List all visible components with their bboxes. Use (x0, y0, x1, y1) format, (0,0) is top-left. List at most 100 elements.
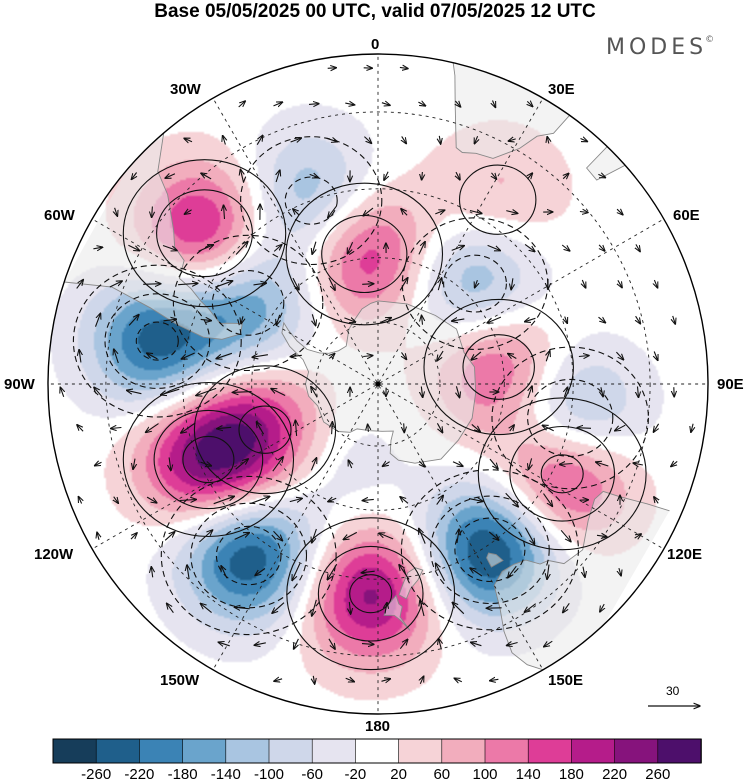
colorbar-swatch (527, 738, 573, 764)
wind-vector (130, 533, 137, 540)
wind-vector (439, 639, 442, 650)
contour-line (458, 164, 537, 235)
lon-label-30e: 30E (548, 81, 575, 98)
wind-vector (399, 639, 407, 650)
wind-vector (179, 500, 197, 501)
wind-vector (560, 529, 571, 541)
wind-vector (402, 136, 407, 143)
wind-vector (273, 530, 283, 540)
wind-vector (508, 139, 516, 141)
wind-vector (471, 642, 482, 645)
wind-vector (691, 423, 693, 433)
wind-vector (95, 462, 102, 465)
wind-vector (456, 386, 459, 397)
wind-vector (468, 499, 483, 502)
wind-vector (345, 678, 355, 681)
wind-vector (184, 210, 192, 214)
wind-vector (312, 599, 317, 616)
wind-vector (254, 643, 266, 645)
wind-vector (633, 463, 644, 465)
colorbar-tick-label: 140 (515, 766, 541, 783)
wind-vector (146, 496, 157, 503)
wind-vector (362, 284, 374, 285)
wind-vector (474, 135, 477, 144)
map-boundary (47, 53, 709, 715)
wind-vector (654, 497, 658, 504)
wind-vector (528, 386, 532, 399)
colorbar-swatch (614, 738, 659, 764)
meridian-line (212, 385, 378, 671)
lon-label-120e: 120E (667, 546, 703, 563)
wind-vector (361, 571, 375, 573)
wind-vector (399, 278, 408, 291)
wind-vector (401, 209, 408, 216)
colorbar-swatch (311, 738, 357, 764)
wind-vector (436, 563, 445, 582)
wind-vector (524, 243, 535, 251)
wind-vector (255, 568, 266, 576)
wind-vector (508, 354, 517, 359)
wind-vector (328, 638, 335, 649)
wind-vector (420, 600, 425, 617)
wind-vector (421, 386, 422, 398)
wind-vector (128, 244, 139, 250)
contour-line (153, 409, 264, 510)
wind-vector (349, 601, 350, 614)
chart-title: Base 05/05/2025 00 UTC, valid 07/05/2025… (154, 1, 596, 22)
vector-scale-label: 30 (666, 684, 680, 698)
wind-vector (563, 173, 569, 178)
colorbar-frame (52, 738, 702, 764)
wind-vector (114, 496, 119, 504)
colorbar-swatch (182, 738, 227, 764)
brand-name: MODES (606, 35, 708, 60)
wind-vector (510, 425, 514, 432)
contour-line (160, 475, 337, 636)
map-disc (48, 54, 708, 714)
wind-vector (547, 137, 549, 144)
wind-vector (234, 533, 250, 540)
colorbar-swatch (52, 738, 98, 764)
wind-vector (250, 496, 269, 505)
wind-vector (162, 244, 177, 251)
contour-line (135, 321, 179, 361)
lon-label-90e: 90E (717, 376, 744, 393)
wind-vector (200, 462, 212, 466)
wind-vector (511, 278, 513, 289)
land-tasmania (486, 552, 504, 568)
wind-vector (343, 531, 358, 539)
wind-vector (272, 457, 283, 472)
wind-vector (488, 531, 499, 540)
wind-vector (419, 528, 426, 544)
wind-vector (241, 316, 243, 323)
wind-vector (527, 101, 532, 106)
colorbar-tick-label: 100 (472, 766, 498, 783)
meridian-line (91, 384, 377, 550)
contour-line (430, 495, 550, 605)
contour-line (104, 293, 211, 389)
wind-vector (452, 602, 465, 615)
wind-vector (671, 461, 678, 466)
wind-vector (564, 387, 567, 398)
colorbar-swatch (657, 738, 702, 764)
wind-vector (147, 353, 158, 360)
wind-vector (615, 351, 623, 360)
wind-vector (328, 277, 335, 291)
wind-vector (618, 280, 622, 287)
wind-vector (542, 425, 554, 432)
wind-vector (563, 602, 570, 612)
wind-vector (457, 529, 459, 543)
wind-vector (93, 247, 102, 249)
wind-vector (362, 499, 374, 500)
wind-vector (217, 427, 232, 428)
contour-line (477, 397, 647, 551)
lon-label-150w: 150W (160, 672, 200, 689)
lon-label-30w: 30W (170, 81, 201, 98)
wind-vector (439, 135, 440, 144)
wind-vector (419, 461, 424, 467)
wind-vector (178, 283, 198, 284)
wind-vector (543, 493, 553, 507)
wind-vector (327, 68, 337, 69)
wind-vector (348, 460, 351, 469)
wind-vector (580, 139, 588, 142)
wind-vector (151, 567, 152, 578)
